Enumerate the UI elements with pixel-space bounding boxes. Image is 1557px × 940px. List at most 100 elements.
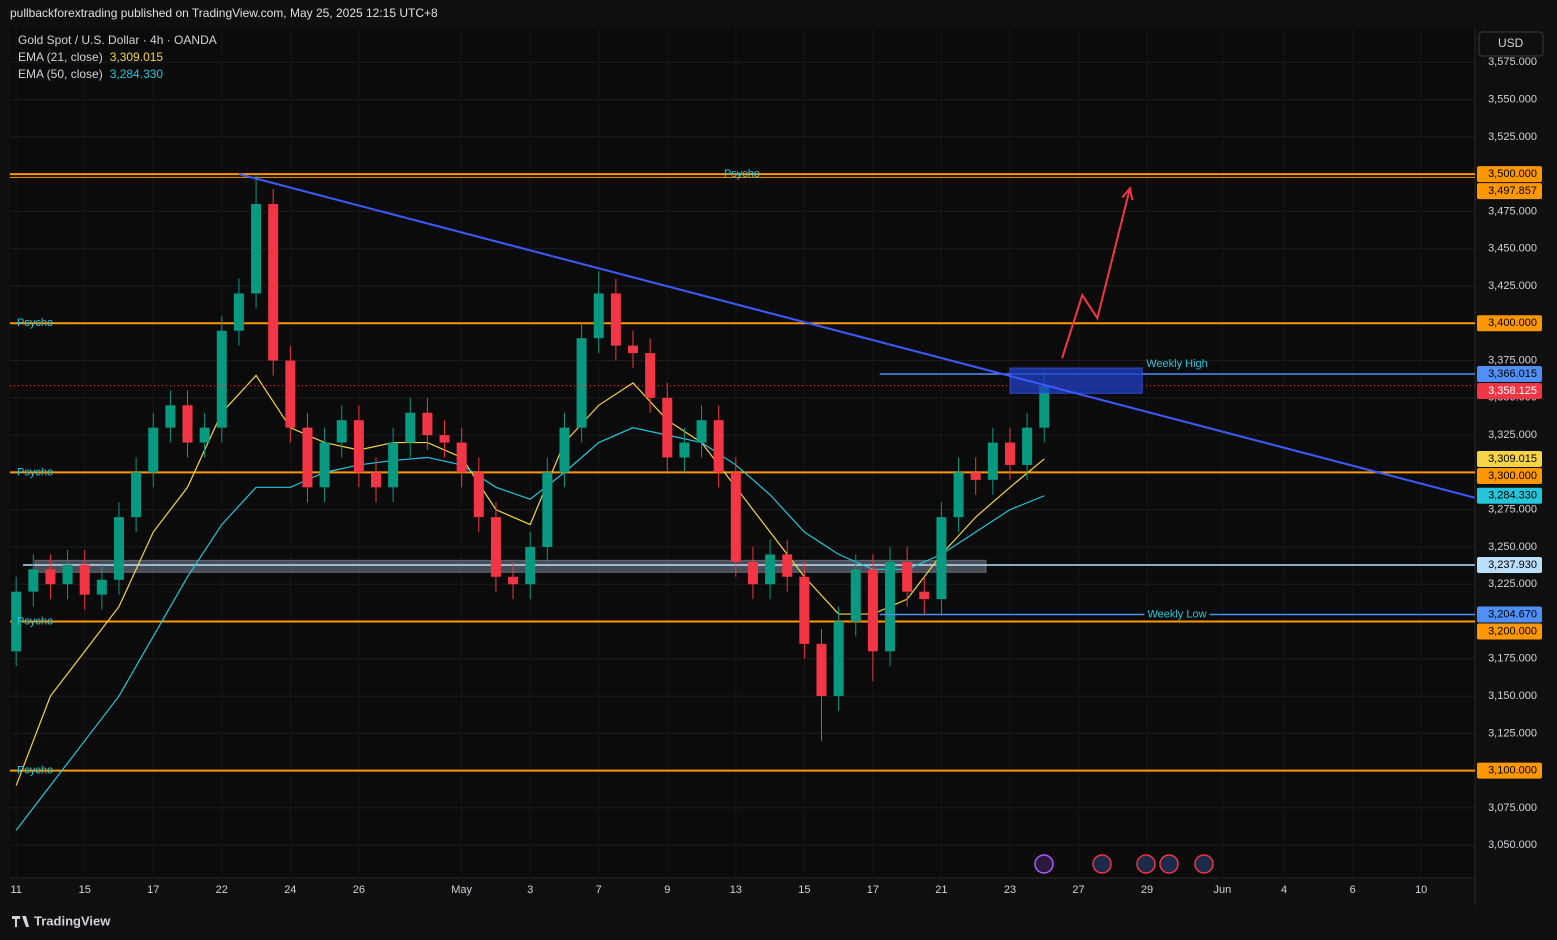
y-tick-label: 3,325.000 xyxy=(1488,429,1537,441)
price-label: 3,366.015 xyxy=(1488,368,1537,380)
event-icon xyxy=(1194,854,1214,874)
price-label-box xyxy=(1477,382,1542,399)
price-label-box xyxy=(1477,365,1542,382)
price-label: 3,309.015 xyxy=(1488,453,1537,465)
price-label: 3,400.000 xyxy=(1488,317,1537,329)
level-name: Psycho xyxy=(17,615,53,627)
x-tick-label: 15 xyxy=(798,884,810,896)
candle-body xyxy=(953,472,964,518)
arrow-head xyxy=(1121,186,1134,201)
candle-body xyxy=(388,442,399,488)
x-tick-label: 29 xyxy=(1141,884,1153,896)
price-label: 3,237.930 xyxy=(1488,559,1537,571)
candle-body xyxy=(610,293,621,346)
candle-body xyxy=(542,472,553,547)
projection-arrow xyxy=(1061,188,1131,359)
candle-body xyxy=(62,564,73,585)
x-tick-label: 10 xyxy=(1415,884,1427,896)
x-tick-label: 6 xyxy=(1350,884,1356,896)
y-tick-label: 3,250.000 xyxy=(1488,541,1537,553)
candle-body xyxy=(525,546,536,585)
candle-body xyxy=(713,420,724,473)
price-label: 3,300.000 xyxy=(1488,470,1537,482)
candle-body xyxy=(336,420,347,443)
x-tick-label: 13 xyxy=(730,884,742,896)
candle-body xyxy=(233,293,244,331)
x-tick-label: 23 xyxy=(1004,884,1016,896)
candle-body xyxy=(148,427,159,473)
event-icon xyxy=(1136,854,1156,874)
candle-body xyxy=(645,353,656,398)
x-tick-label: 26 xyxy=(353,884,365,896)
header: pullbackforextrading published on Tradin… xyxy=(10,6,438,20)
price-label: 3,284.330 xyxy=(1488,490,1537,502)
y-tick-label: 3,450.000 xyxy=(1488,243,1537,255)
candle-body xyxy=(747,561,758,585)
weekly-low-label: Weekly Low xyxy=(1147,608,1206,620)
price-label-box xyxy=(1477,450,1542,467)
candle-body xyxy=(508,576,519,585)
price-label: 3,497.857 xyxy=(1488,185,1537,197)
candle-body xyxy=(936,517,947,600)
trendline xyxy=(238,173,1475,499)
price-label: 3,200.000 xyxy=(1488,625,1537,637)
y-tick-label: 3,375.000 xyxy=(1488,354,1537,366)
candle-body xyxy=(319,442,330,488)
candle-body xyxy=(45,569,56,585)
x-tick-label: 17 xyxy=(147,884,159,896)
x-tick-label: 15 xyxy=(79,884,91,896)
price-label-box xyxy=(1477,467,1542,484)
candle-body xyxy=(850,569,861,622)
candle-body xyxy=(302,427,313,488)
weekly-high-label: Weekly High xyxy=(1146,358,1208,370)
y-tick-label: 3,525.000 xyxy=(1488,131,1537,143)
candle-body xyxy=(28,569,39,592)
candle-body xyxy=(833,621,844,697)
candle-body xyxy=(593,293,604,339)
legend-value: 3,284.330 xyxy=(110,67,164,81)
logo xyxy=(12,916,29,927)
candle-body xyxy=(559,427,570,473)
y-tick-label: 3,150.000 xyxy=(1488,690,1537,702)
candle-body xyxy=(919,591,930,600)
currency-button[interactable] xyxy=(1478,31,1544,57)
candle-body xyxy=(902,561,913,592)
candle-body xyxy=(422,412,433,436)
x-tick-label: 21 xyxy=(935,884,947,896)
candle-body xyxy=(473,472,484,518)
candle-body xyxy=(730,472,741,562)
event-icon xyxy=(1034,854,1054,874)
candle-body xyxy=(11,591,22,652)
currency[interactable]: USD xyxy=(1498,36,1524,50)
event-icon xyxy=(1159,854,1179,874)
candle-body xyxy=(182,405,193,443)
candle-body xyxy=(268,203,279,361)
price-label: 3,358.125 xyxy=(1488,385,1537,397)
candle-body xyxy=(79,564,90,595)
candle-body xyxy=(628,345,639,354)
candle-body xyxy=(867,569,878,652)
candle-body xyxy=(251,203,262,294)
chart-title: Gold Spot / U.S. Dollar · 4h · OANDA xyxy=(18,33,217,47)
x-tick-label: Jun xyxy=(1214,884,1232,896)
level-name: Psycho xyxy=(724,168,760,180)
plot xyxy=(10,28,1475,878)
level-name: Psycho xyxy=(17,466,53,478)
x-tick-label: 3 xyxy=(527,884,533,896)
event-icon xyxy=(1092,854,1112,874)
x-tick-label: 11 xyxy=(10,884,21,896)
price-label-box xyxy=(1477,487,1542,504)
x-tick-label: 9 xyxy=(664,884,670,896)
overlay: 3,575.000 3,550.000 3,525.000 3,475.000 3,45… xyxy=(10,50,1542,896)
candle-body xyxy=(1022,427,1033,465)
candle-body xyxy=(765,554,776,585)
legend-value: 3,309.015 xyxy=(110,50,164,64)
candle-body xyxy=(96,579,107,595)
legend-name: EMA (50, close) xyxy=(18,67,103,81)
price-label: 3,500.000 xyxy=(1488,168,1537,180)
candle-body xyxy=(439,435,450,443)
support-zone xyxy=(34,559,987,573)
price-label-box xyxy=(1477,623,1542,640)
candle-body xyxy=(662,397,673,458)
